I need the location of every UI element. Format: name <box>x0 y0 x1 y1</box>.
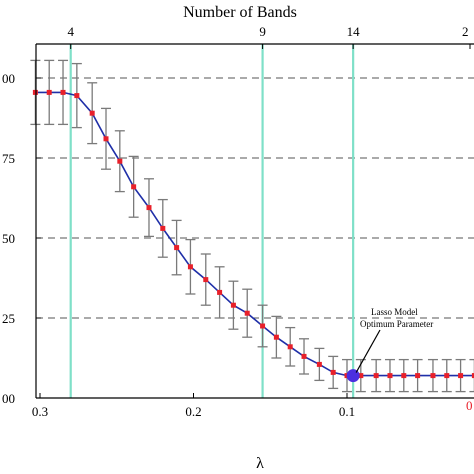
x-axis-title: λ <box>256 455 264 472</box>
top-tick-label: 4 <box>67 24 74 39</box>
data-point <box>287 344 293 350</box>
data-point <box>160 225 166 231</box>
data-point <box>146 205 152 211</box>
data-point <box>358 373 364 379</box>
data-point <box>471 373 474 379</box>
data-point <box>203 277 209 283</box>
y-tick-label: 25 <box>2 311 15 326</box>
error-bar-layer <box>30 59 474 393</box>
data-point <box>430 373 436 379</box>
x-tick-label: 0.1 <box>339 404 355 419</box>
series-line <box>35 91 474 377</box>
data-point <box>330 369 336 375</box>
y-tick-label: 00 <box>2 71 15 86</box>
tick-layer: 00 75 50 25 00 0.3 0.2 0.1 0 4 9 14 2 <box>2 24 473 419</box>
annotation-layer: Lasso Model Optimum Parameter <box>355 307 433 373</box>
data-point <box>74 93 80 99</box>
data-point <box>174 245 180 251</box>
data-point <box>387 373 393 379</box>
data-point <box>230 302 236 308</box>
y-tick-label: 75 <box>2 151 15 166</box>
annotation-arrow <box>355 329 381 373</box>
data-point <box>244 310 250 316</box>
data-point <box>458 373 464 379</box>
data-point <box>401 373 407 379</box>
y-tick-label: 50 <box>2 231 15 246</box>
data-point <box>32 89 38 95</box>
data-point <box>217 289 223 295</box>
data-point-layer <box>32 89 474 383</box>
top-tick-label: 14 <box>347 24 361 39</box>
data-point <box>89 110 95 116</box>
x-tick-label-edge: 0 <box>466 398 473 413</box>
grid-layer <box>36 77 474 319</box>
series-line-layer <box>35 91 474 377</box>
x-tick-label: 0.3 <box>32 404 48 419</box>
data-point <box>444 373 450 379</box>
data-point <box>260 323 266 329</box>
top-tick-label: 9 <box>259 24 266 39</box>
data-point <box>46 89 52 95</box>
y-tick-label: 00 <box>2 391 15 406</box>
plot-frame <box>35 43 474 399</box>
data-point <box>103 136 109 142</box>
data-point <box>273 334 279 340</box>
data-point <box>316 361 322 367</box>
annotation-line-1: Lasso Model <box>371 307 418 317</box>
data-point <box>415 373 421 379</box>
data-point <box>117 158 123 164</box>
data-point <box>187 264 193 270</box>
data-point <box>373 373 379 379</box>
data-point <box>60 89 66 95</box>
x-tick-label: 0.2 <box>185 404 201 419</box>
top-axis-title: Number of Bands <box>183 4 297 21</box>
top-tick-label: 2 <box>462 24 469 39</box>
data-point <box>131 184 137 190</box>
data-point <box>301 353 307 359</box>
annotation-line-2: Optimum Parameter <box>360 319 433 329</box>
vertical-marker-layer <box>69 44 355 398</box>
